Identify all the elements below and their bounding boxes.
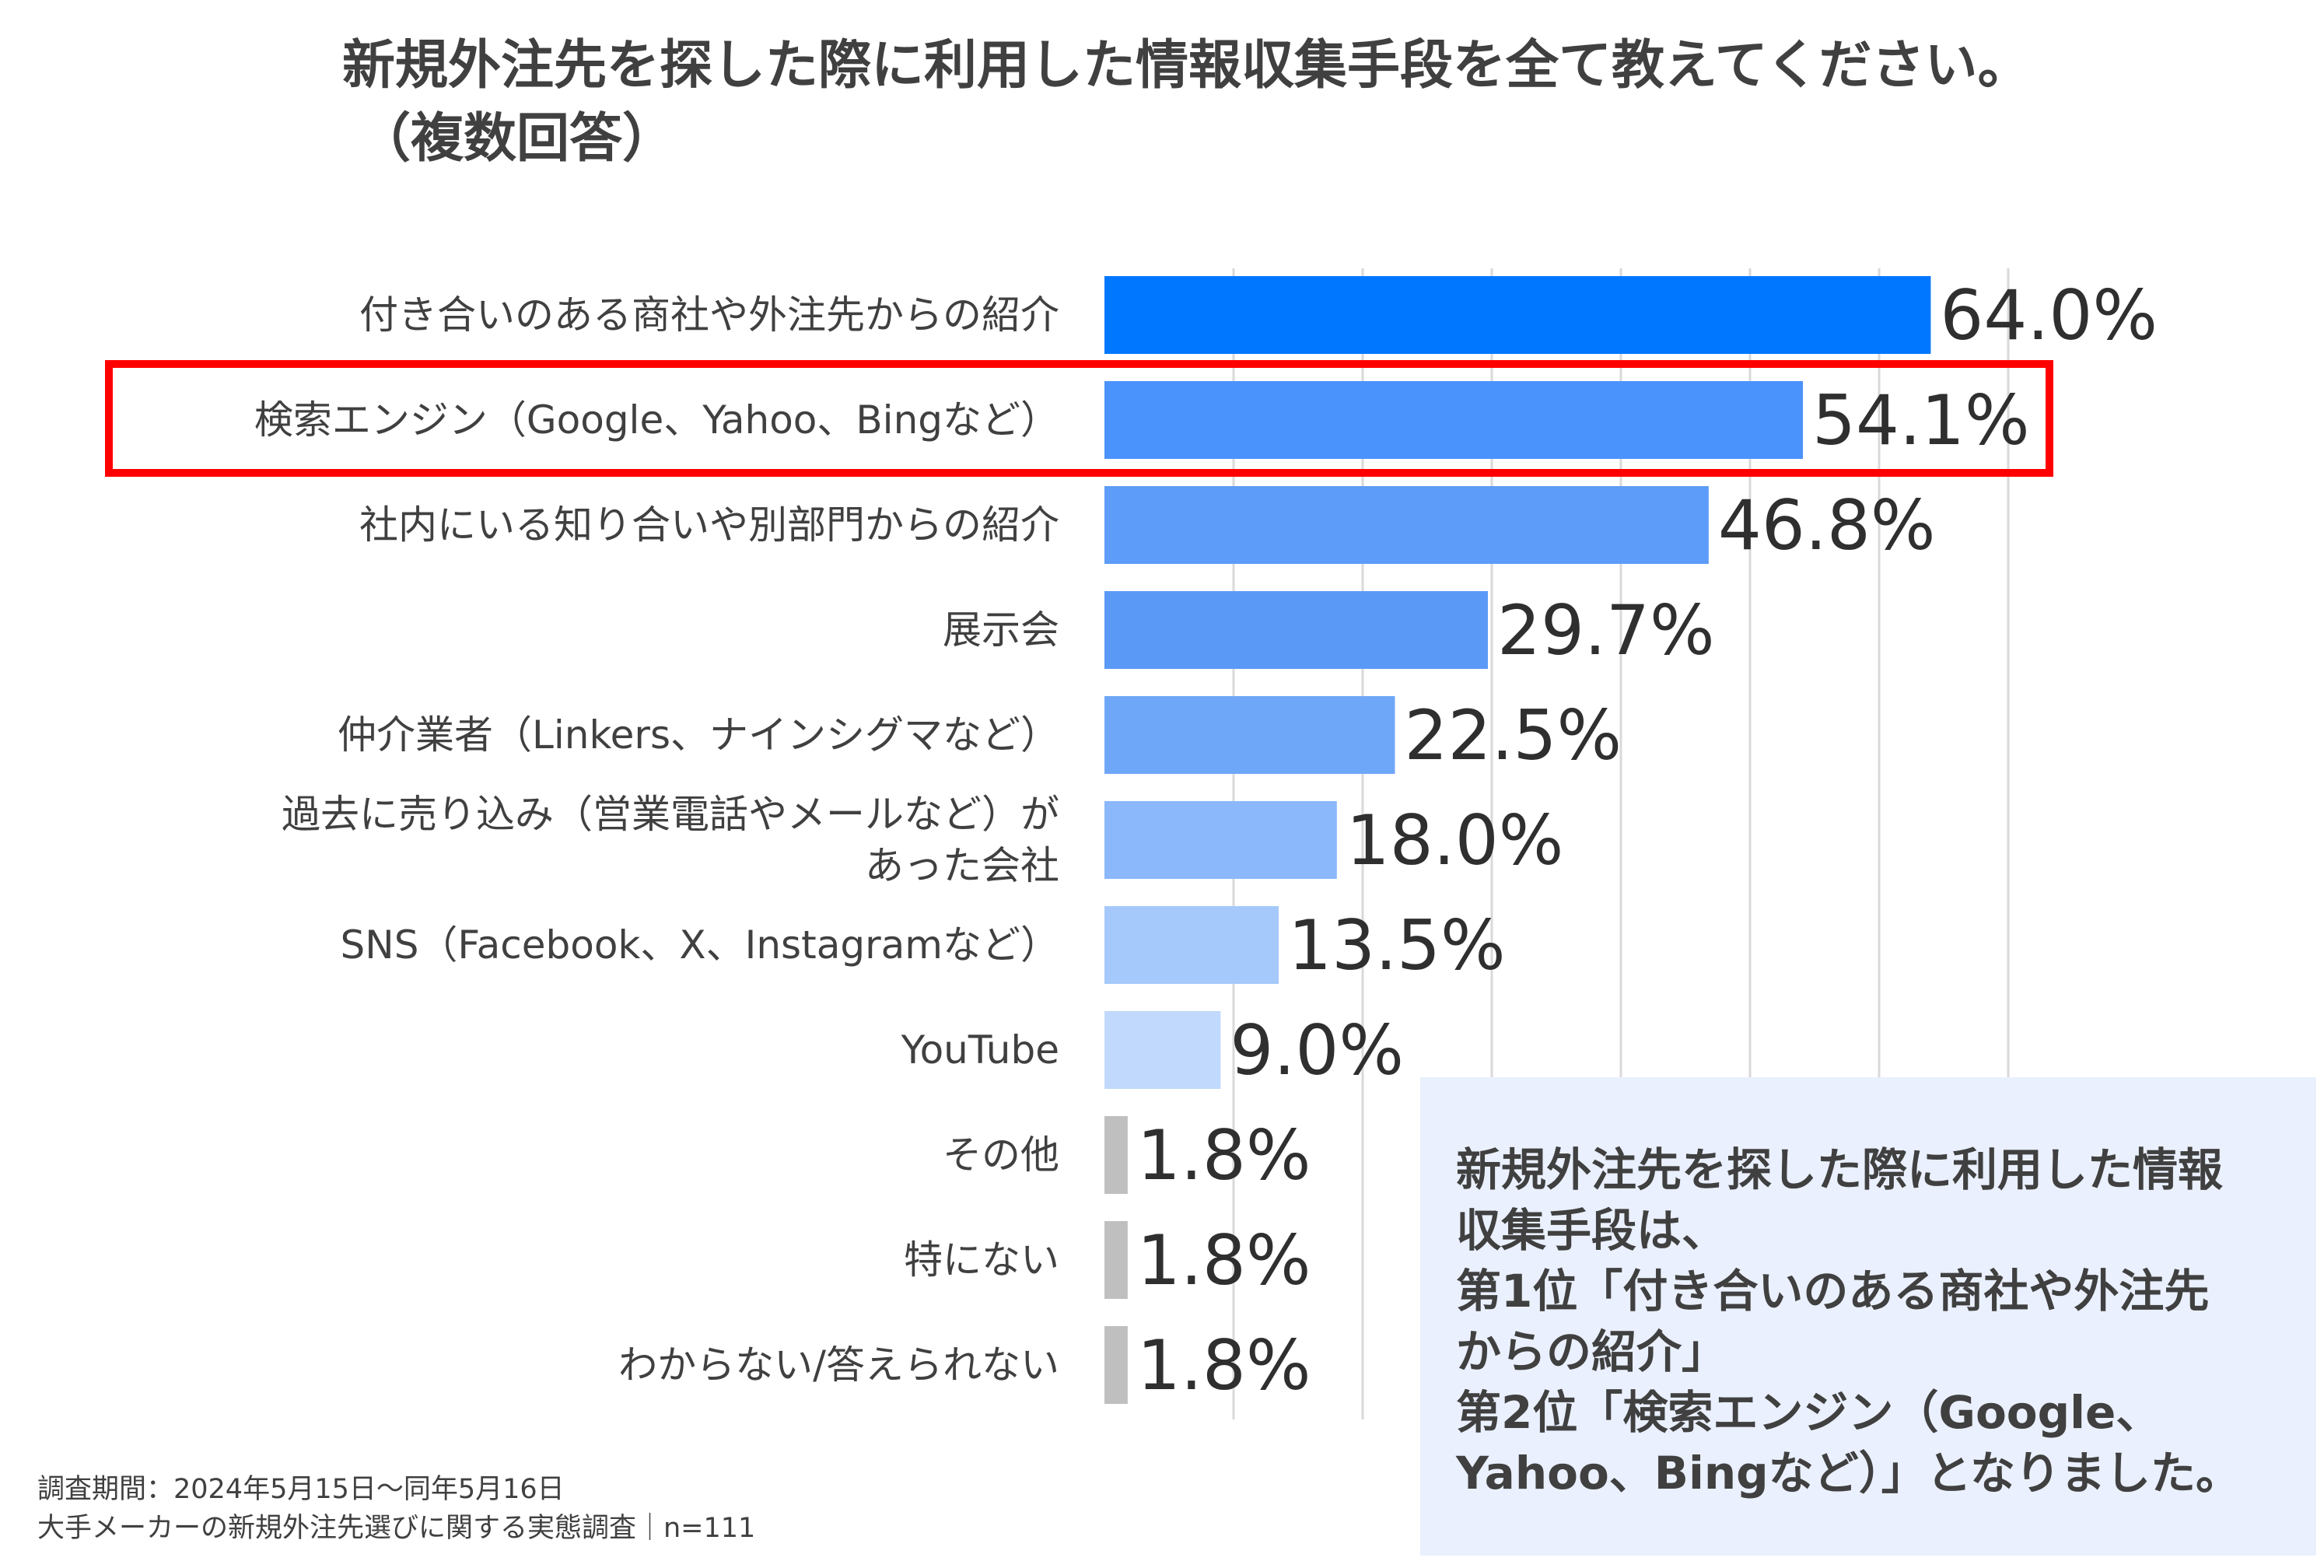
- value-label: 22.5%: [1405, 695, 1622, 775]
- callout-line-3: 第1位「付き合いのある商社や外注先: [1456, 1265, 2210, 1318]
- category-label: 仲介業者（Linkers、ナインシグマなど）: [338, 712, 1059, 758]
- callout-line-4: からの紹介」: [1456, 1325, 1727, 1378]
- value-label: 29.7%: [1497, 590, 1715, 670]
- value-labels: 64.0% 54.1% 46.8%29.7% 22.5% 18.0% 13.5% 9.0% 1…: [1137, 275, 2158, 1405]
- bar: [1104, 1116, 1128, 1194]
- bar: [1104, 276, 1931, 354]
- category-label: 社内にいる知り合いや別部門からの紹介: [359, 502, 1059, 548]
- chart-title-line-1: 新規外注先を探した際に利用した情報収集手段を全て教えてください。: [342, 35, 2031, 96]
- value-label: 1.8%: [1137, 1220, 1311, 1300]
- bar: [1104, 1326, 1128, 1404]
- category-label: あった会社: [865, 843, 1059, 888]
- callout-line-6: Yahoo、Bingなど）」となりました。: [1456, 1447, 2241, 1500]
- bar: [1104, 591, 1489, 669]
- callout-line-1: 新規外注先を探した際に利用した情報: [1456, 1143, 2224, 1196]
- bar: [1104, 1011, 1221, 1089]
- bar: [1104, 801, 1337, 879]
- bar: [1104, 486, 1709, 564]
- category-label: YouTube: [901, 1027, 1059, 1073]
- survey-period: 調査期間：2024年5月15日～同年5月16日: [37, 1474, 565, 1505]
- category-label: 付き合いのある商社や外注先からの紹介: [359, 292, 1059, 338]
- category-label: SNS（Facebook、X、Instagramなど）: [341, 922, 1059, 968]
- survey-source: 大手メーカーの新規外注先選びに関する実態調査｜n=111: [37, 1513, 756, 1544]
- callout-line-2: 収集手段は、: [1456, 1204, 1727, 1257]
- bar: [1104, 696, 1395, 774]
- value-label: 18.0%: [1346, 800, 1564, 880]
- callout-line-5: 第2位「検索エンジン（Google、: [1456, 1386, 2161, 1439]
- chart-title-line-2: （複数回答）: [358, 108, 676, 170]
- value-label: 54.1%: [1812, 380, 2030, 460]
- bar: [1104, 906, 1279, 984]
- chart-title: 新規外注先を探した際に利用した情報収集手段を全て教えてください。 （複数回答）: [342, 30, 2302, 176]
- category-label: 展示会: [943, 607, 1059, 653]
- category-labels: 付き合いのある商社や外注先からの紹介検索エンジン（Google、Yahoo、Bi…: [254, 292, 1059, 1388]
- footnote: 調査期間：2024年5月15日～同年5月16日 大手メーカーの新規外注先選びに関…: [37, 1470, 755, 1548]
- value-label: 46.8%: [1718, 485, 1936, 565]
- value-label: 13.5%: [1288, 905, 1506, 985]
- category-label: 特にない: [904, 1237, 1059, 1283]
- summary-callout: 新規外注先を探した際に利用した情報 収集手段は、 第1位「付き合いのある商社や外…: [1420, 1077, 2316, 1556]
- bar: [1104, 1221, 1128, 1299]
- category-label: その他: [943, 1132, 1059, 1178]
- bars: [1104, 276, 1931, 1404]
- category-label: 検索エンジン（Google、Yahoo、Bingなど）: [254, 397, 1059, 443]
- value-label: 1.8%: [1137, 1115, 1311, 1195]
- highlight-box: [105, 360, 2053, 477]
- bar: [1104, 381, 1804, 459]
- category-label: 過去に売り込み（営業電話やメールなど）が: [282, 792, 1059, 837]
- category-label: わからない/答えられない: [618, 1342, 1059, 1388]
- value-label: 1.8%: [1137, 1325, 1311, 1405]
- highlight-frame: [105, 360, 2053, 477]
- value-label: 9.0%: [1230, 1010, 1404, 1090]
- value-label: 64.0%: [1940, 275, 2158, 355]
